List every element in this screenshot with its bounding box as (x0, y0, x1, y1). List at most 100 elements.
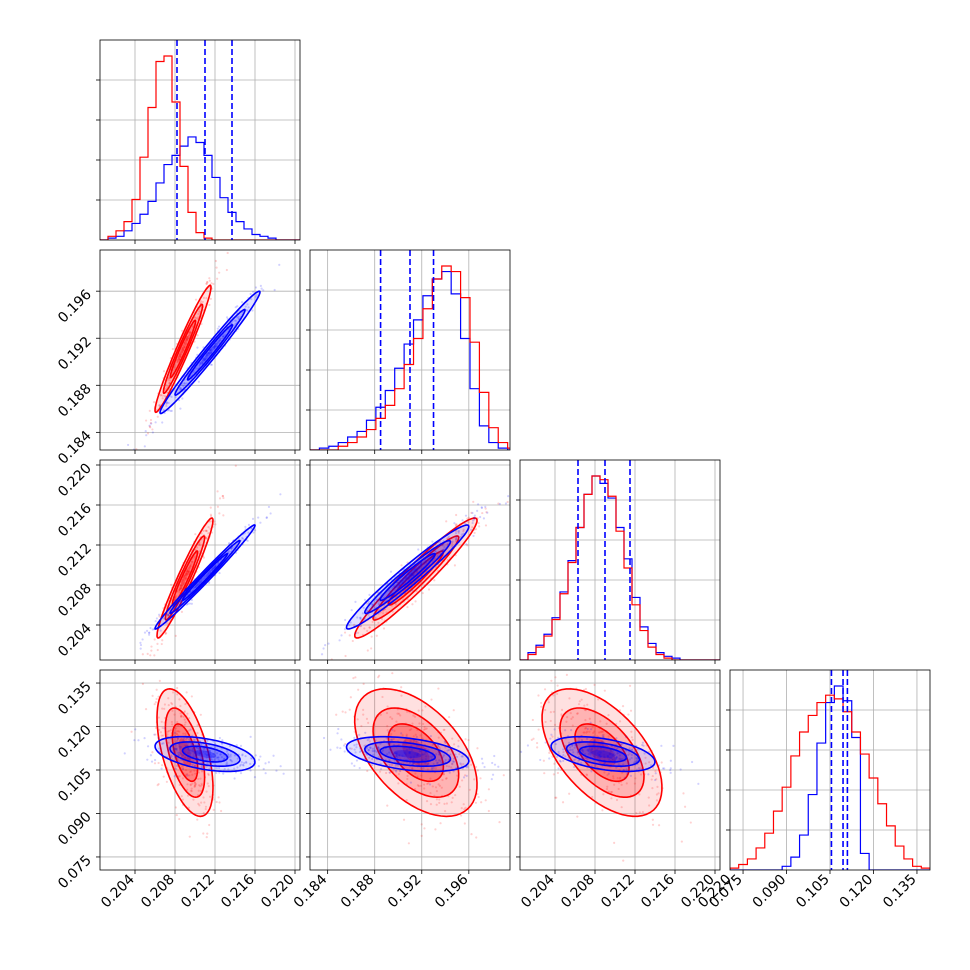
contour-line (372, 707, 460, 799)
scatter-point (189, 590, 192, 594)
scatter-point (572, 751, 575, 754)
scatter-point (410, 572, 413, 576)
scatter-point (190, 770, 193, 773)
scatter-point (279, 493, 282, 496)
scatter-point (468, 788, 471, 791)
scatter-point (437, 783, 440, 786)
scatter-point (423, 827, 426, 830)
scatter-point (460, 814, 463, 817)
scatter-point (178, 352, 181, 356)
scatter-point (161, 742, 164, 745)
scatter-point (141, 682, 145, 685)
scatter-point (202, 296, 206, 299)
scatter-point (599, 751, 603, 754)
scatter-point (556, 692, 559, 695)
scatter-point (648, 804, 651, 807)
scatter-point (396, 586, 400, 590)
scatter-point (638, 811, 641, 814)
scatter-point (580, 748, 584, 752)
scatter-point (220, 756, 223, 759)
scatter-point (227, 752, 230, 755)
scatter-point (204, 807, 207, 811)
scatter-point (157, 716, 160, 719)
scatter-point (158, 404, 161, 407)
scatter-point (457, 745, 460, 748)
scatter-point (215, 564, 218, 567)
scatter-point (586, 757, 589, 761)
scatter-point (616, 747, 619, 750)
scatter-point (173, 731, 176, 734)
scatter-point (562, 748, 565, 751)
scatter-point (577, 739, 581, 742)
pair-panel-0-2 (99, 459, 301, 661)
scatter-point (423, 560, 426, 563)
scatter-point (182, 349, 185, 352)
scatter-point (473, 518, 476, 521)
histogram-red (100, 55, 300, 240)
scatter-point (244, 305, 247, 308)
scatter-point (181, 765, 184, 768)
scatter-point (463, 521, 466, 525)
scatter-point (178, 386, 182, 389)
scatter-point (414, 568, 417, 572)
scatter-point (218, 771, 221, 774)
scatter-point (213, 346, 216, 349)
scatter-point (471, 521, 474, 525)
scatter-point (408, 747, 411, 751)
scatter-point (384, 771, 388, 775)
scatter-point (257, 516, 260, 519)
scatter-point (336, 732, 339, 735)
scatter-point (184, 702, 187, 706)
scatter-point (279, 765, 282, 768)
scatter-point (208, 749, 211, 753)
scatter-point (363, 744, 366, 748)
scatter-point (588, 751, 592, 754)
scatter-point (580, 698, 583, 701)
scatter-point (272, 754, 275, 757)
scatter-point (471, 511, 474, 515)
scatter-point (455, 536, 458, 540)
density-fill (551, 736, 655, 772)
scatter-point (568, 741, 571, 744)
scatter-point (167, 729, 170, 733)
scatter-point (181, 777, 185, 780)
scatter-point (178, 730, 181, 733)
scatter-point (218, 512, 221, 515)
scatter-point (183, 587, 186, 590)
scatter-point (573, 743, 577, 746)
scatter-point (427, 588, 431, 591)
scatter-point (628, 747, 631, 750)
scatter-point (186, 712, 189, 715)
scatter-point (178, 588, 181, 592)
scatter-point (601, 735, 605, 739)
scatter-point (587, 748, 590, 751)
scatter-point (185, 573, 188, 577)
scatter-point (606, 755, 609, 758)
scatter-point (146, 652, 149, 655)
scatter-point (582, 750, 585, 753)
scatter-point (405, 735, 408, 738)
scatter-point (435, 798, 438, 801)
scatter-point (188, 333, 191, 336)
scatter-point (157, 761, 160, 765)
scatter-point (165, 404, 168, 408)
scatter-point (431, 540, 434, 543)
scatter-point (413, 569, 416, 572)
diag-panel-0 (96, 39, 301, 241)
scatter-point (250, 298, 253, 301)
scatter-point (589, 721, 592, 724)
scatter-point (506, 500, 509, 504)
scatter-point (198, 804, 201, 807)
scatter-point (611, 753, 614, 757)
scatter-point (423, 753, 426, 756)
scatter-point (356, 718, 359, 721)
scatter-point (343, 631, 347, 634)
density-fill (187, 324, 233, 380)
scatter-point (395, 720, 398, 723)
scatter-point (189, 770, 192, 773)
scatter-point (588, 748, 591, 751)
density-fill (157, 688, 213, 817)
scatter-point (532, 737, 535, 740)
scatter-point (233, 777, 236, 780)
scatter-point (651, 774, 654, 778)
